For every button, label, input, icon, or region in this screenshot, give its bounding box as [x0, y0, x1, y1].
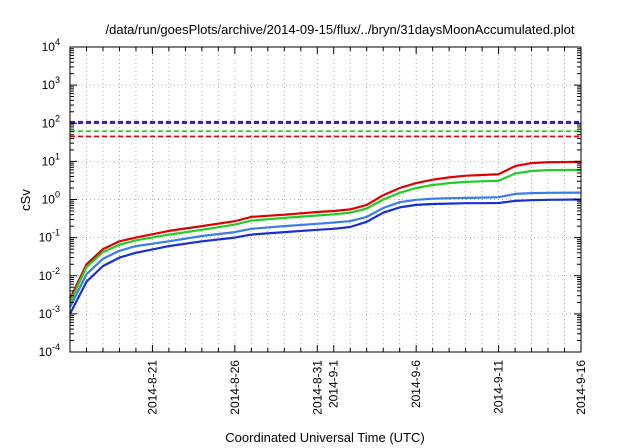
series-line — [69, 160, 582, 300]
y-tick-label: 10-4 — [39, 342, 60, 359]
grid — [70, 47, 581, 352]
x-tick-label: 2014-9-11 — [492, 360, 506, 414]
y-tick-label: 100 — [42, 190, 60, 207]
y-tick-label: 10-2 — [39, 266, 60, 283]
x-tick-label: 2014-9-1 — [327, 360, 341, 408]
series-lines — [69, 160, 582, 315]
series-line — [69, 191, 582, 308]
chart-title: /data/run/goesPlots/archive/2014-09-15/f… — [106, 22, 575, 37]
y-tick-label: 102 — [42, 113, 60, 130]
reference-lines — [70, 120, 581, 138]
x-tick-label: 2014-8-21 — [145, 360, 159, 415]
series-line — [69, 168, 582, 303]
x-tick-label: 2014-8-31 — [310, 360, 324, 415]
y-tick-label: 103 — [42, 75, 60, 92]
y-tick-label: 104 — [42, 37, 60, 54]
y-axis-label: cSv — [18, 189, 33, 211]
x-tick-label: 2014-8-26 — [228, 360, 242, 415]
x-axis-label: Coordinated Universal Time (UTC) — [225, 430, 424, 445]
y-tick-label: 10-1 — [39, 228, 60, 245]
y-axis: 10-4 10-3 10-2 10-1 100 101 102 103 104 — [39, 37, 581, 359]
y-tick-label: 10-3 — [39, 304, 60, 321]
y-tick-label: 101 — [42, 151, 60, 168]
x-tick-label: 2014-9-16 — [574, 360, 588, 415]
x-axis: 2014-8-21 2014-8-26 2014-8-31 2014-9-1 2014-… — [85, 47, 588, 415]
x-tick-label: 2014-9-6 — [409, 360, 423, 408]
series-line — [69, 198, 582, 315]
